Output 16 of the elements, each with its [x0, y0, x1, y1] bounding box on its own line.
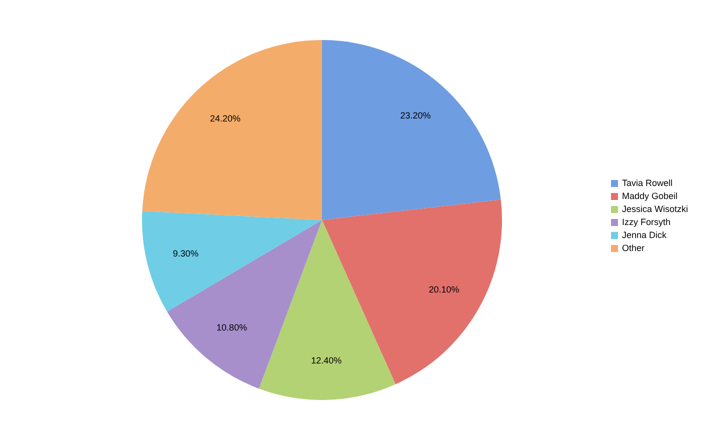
data-label: 12.40% — [311, 355, 342, 366]
data-label: 24.20% — [210, 113, 241, 124]
legend-label: Izzy Forsyth — [622, 216, 670, 226]
data-label: 20.10% — [428, 284, 460, 295]
data-label: 23.20% — [400, 110, 431, 120]
legend-label: Jessica Wisotzki — [622, 204, 688, 214]
legend-label: Jenna Dick — [622, 230, 667, 240]
pie-slice — [142, 210, 322, 312]
legend-label: Tavia Rowell — [622, 178, 673, 188]
data-label: 9.30% — [172, 248, 198, 259]
pie-slice — [258, 220, 396, 400]
pie-slice — [142, 40, 322, 220]
legend-label: Other — [622, 242, 644, 252]
pie-slice — [322, 40, 501, 220]
data-label: 10.80% — [216, 322, 248, 333]
legend-label: Maddy Gobeil — [622, 190, 678, 200]
